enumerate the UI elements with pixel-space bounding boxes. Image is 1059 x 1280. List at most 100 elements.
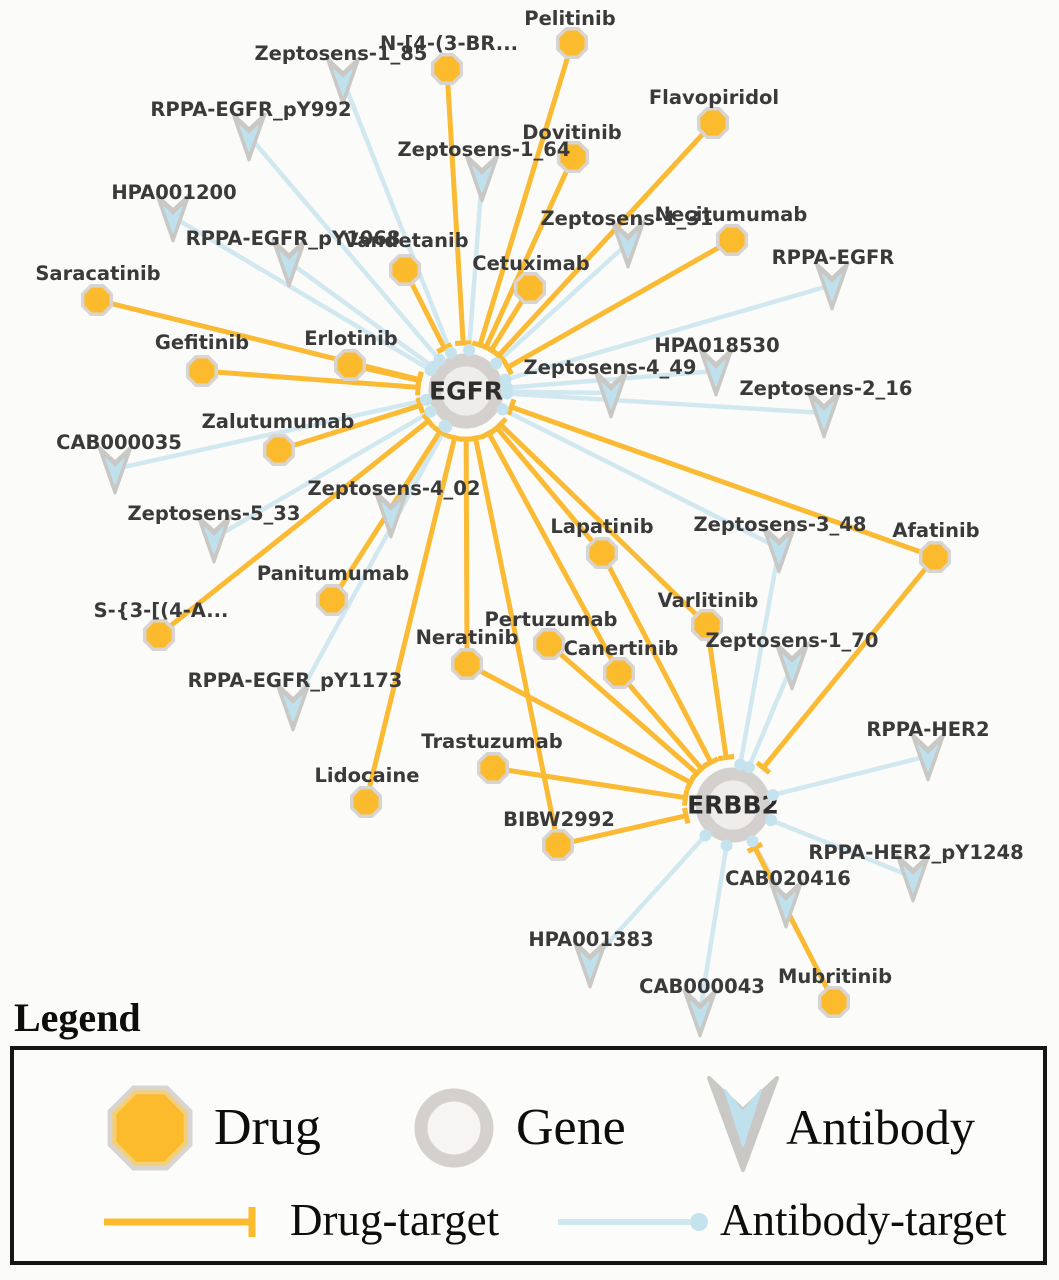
- drug-target-edge: [496, 121, 715, 358]
- drug-target-edge: [363, 437, 458, 803]
- drug-node-mubritinib[interactable]: [817, 985, 851, 1019]
- drug-node-pelitinib[interactable]: [555, 26, 589, 60]
- gene-circle[interactable]: [428, 353, 504, 429]
- antibody-target-edge: [291, 425, 449, 708]
- edge-dot: [426, 360, 439, 373]
- drug-node-gefitinib[interactable]: [185, 354, 219, 388]
- drug-node-flavopiridol[interactable]: [696, 106, 730, 140]
- gene-nodes: EGFR ERBB2: [428, 353, 779, 843]
- antibody-node-hpa001200[interactable]: [155, 193, 191, 243]
- node-label: Pertuzumab: [484, 608, 617, 631]
- antibody-chevron-inner: [706, 360, 726, 387]
- node-label: Zalutumumab: [202, 410, 355, 433]
- drug-node-bibw2992[interactable]: [541, 828, 575, 862]
- node-label: Zeptosens-2_16: [740, 377, 913, 400]
- drug-node-neratinib[interactable]: [450, 647, 484, 681]
- antibody-node-zeptosens-4-02[interactable]: [373, 489, 409, 539]
- antibody-node-zeptosens-5-33[interactable]: [196, 514, 232, 564]
- node-labels: Pelitinib N-[4-(3-BR... Dovitinib Flavopiri…: [35, 7, 1023, 998]
- drug-target-edge: [752, 846, 837, 1004]
- edge-tee: [506, 398, 517, 416]
- drug-target-edge: [617, 671, 704, 771]
- drug-node-vandetanib[interactable]: [388, 253, 422, 287]
- drug-node-erlotinib[interactable]: [333, 348, 367, 382]
- drug-node-lapatinib[interactable]: [585, 536, 619, 570]
- antibody-target-edge: [746, 664, 795, 769]
- node-label: HPA001200: [111, 181, 236, 204]
- antibody-target-edge: [212, 409, 432, 540]
- antibody-chevron-inner: [601, 382, 621, 409]
- drug-node-afatinib[interactable]: [918, 540, 952, 574]
- antibody-node-cab000035[interactable]: [97, 445, 133, 495]
- antibody-nodes: [97, 56, 946, 1038]
- antibody-target-edge: [287, 260, 435, 369]
- drug-target-edge: [492, 765, 686, 801]
- antibody-target-edge: [506, 391, 825, 416]
- node-label: Lapatinib: [550, 515, 653, 538]
- drug-target-edge: [704, 624, 729, 758]
- edge-dot: [440, 420, 453, 433]
- drug-node-varlitinib[interactable]: [690, 608, 724, 642]
- drug-node-cetuximab[interactable]: [513, 271, 547, 305]
- edge-dot: [765, 814, 778, 827]
- antibody-node-cab020416[interactable]: [768, 879, 804, 929]
- node-label: RPPA-HER2_pY1248: [808, 841, 1023, 864]
- node-label: Flavopiridol: [649, 86, 779, 109]
- edge-tee: [493, 416, 508, 432]
- antibody-node-rppa-egfr-py1173[interactable]: [275, 682, 311, 732]
- antibody-node-rppa-egfr-py992[interactable]: [231, 112, 267, 162]
- legend-antibody-label: Antibody: [786, 1099, 975, 1155]
- gene-node-egfr[interactable]: EGFR: [428, 353, 504, 429]
- antibody-node-zeptosens-3-48[interactable]: [761, 524, 797, 574]
- antibody-node-hpa018530[interactable]: [698, 347, 734, 397]
- drug-node-necitumumab[interactable]: [715, 223, 749, 257]
- antibody-target-edge-icon: [558, 1213, 708, 1231]
- drug-node-canertinib[interactable]: [602, 656, 636, 690]
- antibody-node-zeptosens-1-70[interactable]: [774, 641, 810, 691]
- drug-target-edge-icon: [104, 1207, 256, 1237]
- antibody-node-zeptosens-1-64[interactable]: [464, 153, 500, 203]
- edge-tee: [415, 397, 426, 414]
- drug-nodes: [80, 26, 952, 1019]
- antibody-node-zeptosens-4-49[interactable]: [593, 369, 629, 419]
- drug-node-s-3-4-a[interactable]: [142, 618, 176, 652]
- drug-node-pertuzumab[interactable]: [532, 627, 566, 661]
- gene-circle[interactable]: [695, 767, 771, 843]
- antibody-target-edge: [466, 176, 485, 351]
- antibody-chevron-inner: [163, 206, 183, 233]
- antibody-node-cab000043[interactable]: [682, 988, 718, 1038]
- edge-tee: [436, 342, 453, 354]
- drug-node-panitumumab[interactable]: [315, 583, 349, 617]
- drug-node-saracatinib[interactable]: [80, 283, 114, 317]
- antibody-node-hpa001383[interactable]: [572, 939, 608, 989]
- node-label: CAB020416: [725, 867, 851, 890]
- antibody-node-rppa-her2-py1248[interactable]: [895, 853, 931, 903]
- edge-tee: [421, 413, 436, 429]
- drug-node-trastuzumab[interactable]: [476, 751, 510, 785]
- drug-node-zalutumumab[interactable]: [262, 433, 296, 467]
- antibody-target-edge: [340, 79, 454, 354]
- antibody-chevron-inner: [776, 892, 796, 919]
- legend-title: Legend: [14, 995, 141, 1040]
- node-label: Afatinib: [892, 519, 979, 542]
- antibody-node-rppa-egfr-py1068[interactable]: [271, 238, 307, 288]
- drug-node-lidocaine[interactable]: [349, 785, 383, 819]
- antibody-node-zeptosens-2-16[interactable]: [806, 389, 842, 439]
- antibody-node-rppa-egfr[interactable]: [814, 261, 850, 311]
- drug-node-dovitinib[interactable]: [556, 140, 590, 174]
- antibody-node-rppa-her2[interactable]: [910, 732, 946, 782]
- drug-target-edge: [486, 431, 622, 675]
- antibody-chevron-icon: [707, 1076, 779, 1172]
- node-label: Dovitinib: [522, 121, 622, 144]
- edge-dot: [766, 789, 779, 802]
- antibody-chevron-inner: [769, 537, 789, 564]
- antibody-node-zeptosens-1-85[interactable]: [325, 56, 361, 106]
- antibody-node-zeptosens-1-31[interactable]: [610, 219, 646, 269]
- antibody-target-edge: [770, 818, 914, 880]
- antibody-chevron-inner: [690, 1001, 710, 1028]
- drug-node-n-4-3-br[interactable]: [430, 52, 464, 86]
- gene-node-erbb2[interactable]: ERBB2: [687, 767, 779, 843]
- edge-tee: [717, 753, 735, 762]
- antibody-target-edge: [738, 547, 782, 766]
- node-label: Zeptosens-1_85: [255, 42, 428, 65]
